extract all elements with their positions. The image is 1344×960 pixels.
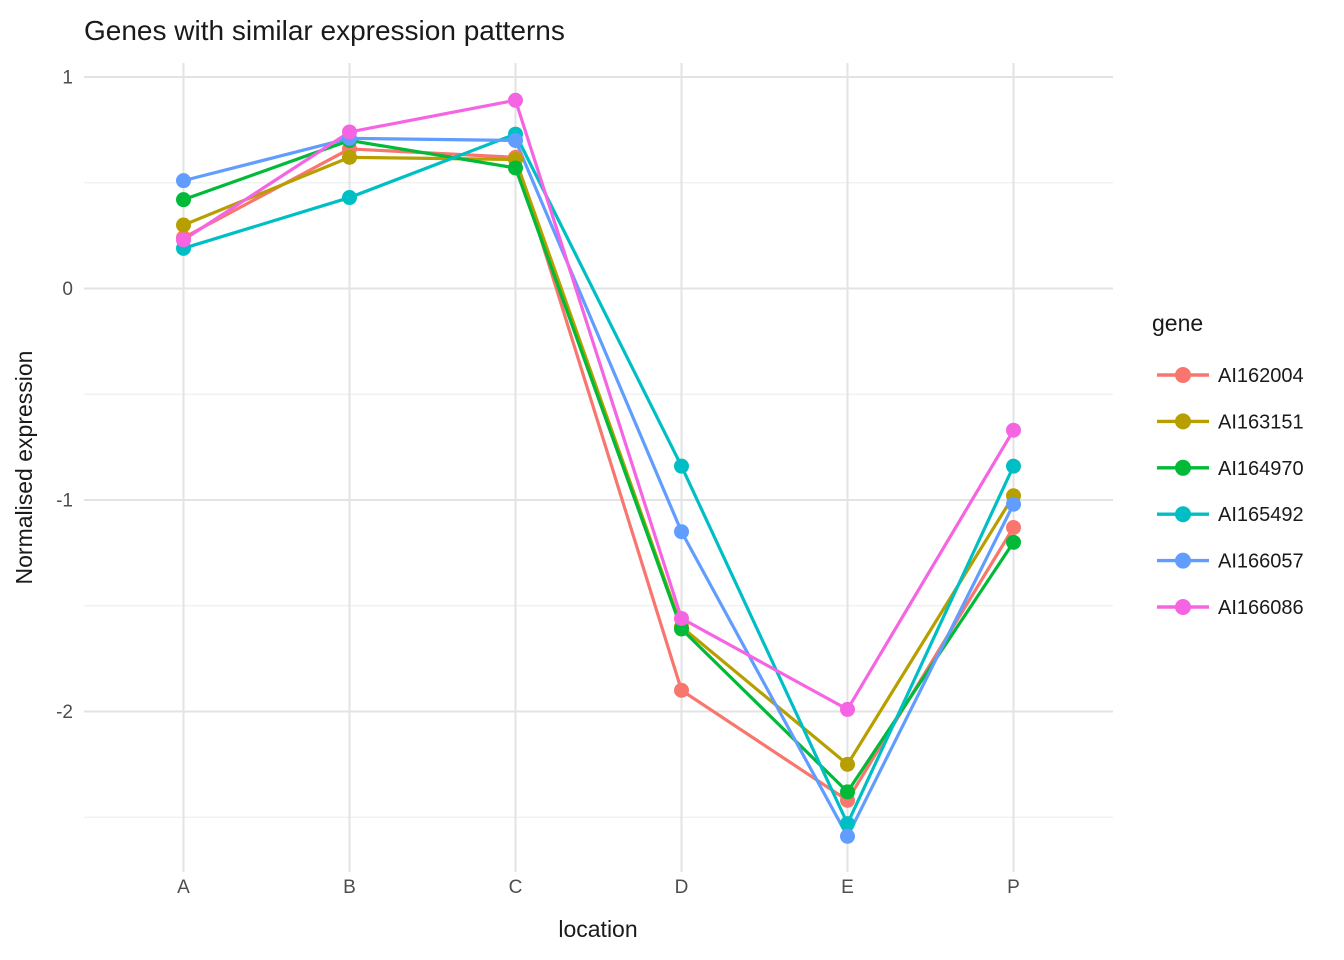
data-point-AI166057-D [674,524,689,540]
legend-item-AI162004: AI162004 [1157,365,1304,387]
data-point-AI163151-E [840,756,855,772]
data-point-AI166086-D [674,610,689,626]
x-tick-label: C [509,877,523,898]
legend-title: gene [1152,310,1203,336]
data-point-AI164970-C [508,160,523,176]
legend-item-AI164970: AI164970 [1157,458,1304,480]
series-line-AI162004 [182,147,1015,803]
data-point-AI163151-A [176,217,191,233]
legend-key-point [1175,413,1191,430]
legend-item-label: AI163151 [1218,411,1304,433]
data-point-AI166057-E [840,828,855,844]
legend-key-point [1175,599,1191,615]
gridlines [84,63,1113,872]
data-point-AI165492-P [1006,458,1021,474]
legend-item-AI166057: AI166057 [1157,551,1304,573]
data-point-AI166057-C [508,132,523,148]
legend-key-point [1175,506,1191,523]
legend-item-label: AI162004 [1218,365,1304,387]
legend-item-AI163151: AI163151 [1157,411,1304,433]
data-point-AI163151-B [342,149,357,165]
data-point-AI166057-A [176,173,191,189]
data-series [176,92,1021,844]
data-point-AI164970-P [1006,534,1021,550]
chart-title: Genes with similar expression patterns [84,15,565,46]
legend-item-AI166086: AI166086 [1157,597,1304,619]
data-point-AI166086-A [176,232,191,248]
data-point-AI165492-E [840,816,855,832]
series-line-AI164970 [182,138,1015,795]
data-point-AI166086-P [1006,422,1021,438]
x-tick-label: D [675,877,689,898]
data-point-AI165492-B [342,190,357,206]
data-point-AI166086-E [840,701,855,717]
data-point-AI166086-B [342,124,357,140]
legend-item-label: AI166057 [1218,551,1304,573]
data-point-AI165492-D [674,458,689,474]
data-point-AI166057-P [1006,496,1021,512]
y-tick-label: -1 [56,491,73,512]
series-points-AI166057 [176,130,1021,844]
series-points-AI166086 [176,92,1021,717]
legend-key-point [1175,459,1191,476]
legend: gene AI162004AI163151AI164970AI165492AI1… [1152,310,1304,619]
data-point-AI162004-P [1006,519,1021,535]
data-point-AI166086-C [508,92,523,108]
data-point-AI162004-D [674,682,689,698]
y-tick-label: -2 [56,702,73,723]
series-line-AI166086 [182,98,1015,712]
series-points-AI162004 [176,141,1021,808]
y-tick-label: 0 [62,279,73,300]
x-tick-label: P [1007,877,1020,898]
series-points-AI164970 [176,132,1021,800]
legend-items: AI162004 AI163151 AI164970 AI165492 AI166057… [1157,365,1304,619]
x-tick-label: E [841,877,854,898]
y-axis-title: Normalised expression [11,351,37,585]
legend-item-AI165492: AI165492 [1157,504,1304,526]
legend-item-label: AI165492 [1218,504,1304,526]
series-line-AI165492 [183,132,1015,828]
y-axis-tick-labels: 1 0 -1 -2 [56,68,73,724]
data-point-AI164970-D [674,621,689,637]
series-line-AI163151 [182,155,1015,767]
legend-item-label: AI166086 [1218,597,1304,619]
data-point-AI164970-A [176,192,191,208]
series-line-AI166057 [183,136,1015,840]
legend-item-label: AI164970 [1218,458,1304,480]
data-point-AI164970-E [840,784,855,800]
legend-key-point [1175,552,1191,569]
series-points-AI163151 [176,149,1021,772]
legend-key-point [1175,367,1191,383]
x-tick-label: B [343,877,356,898]
x-axis-title: location [558,916,637,942]
x-tick-label: A [177,877,190,898]
y-tick-label: 1 [62,68,73,89]
